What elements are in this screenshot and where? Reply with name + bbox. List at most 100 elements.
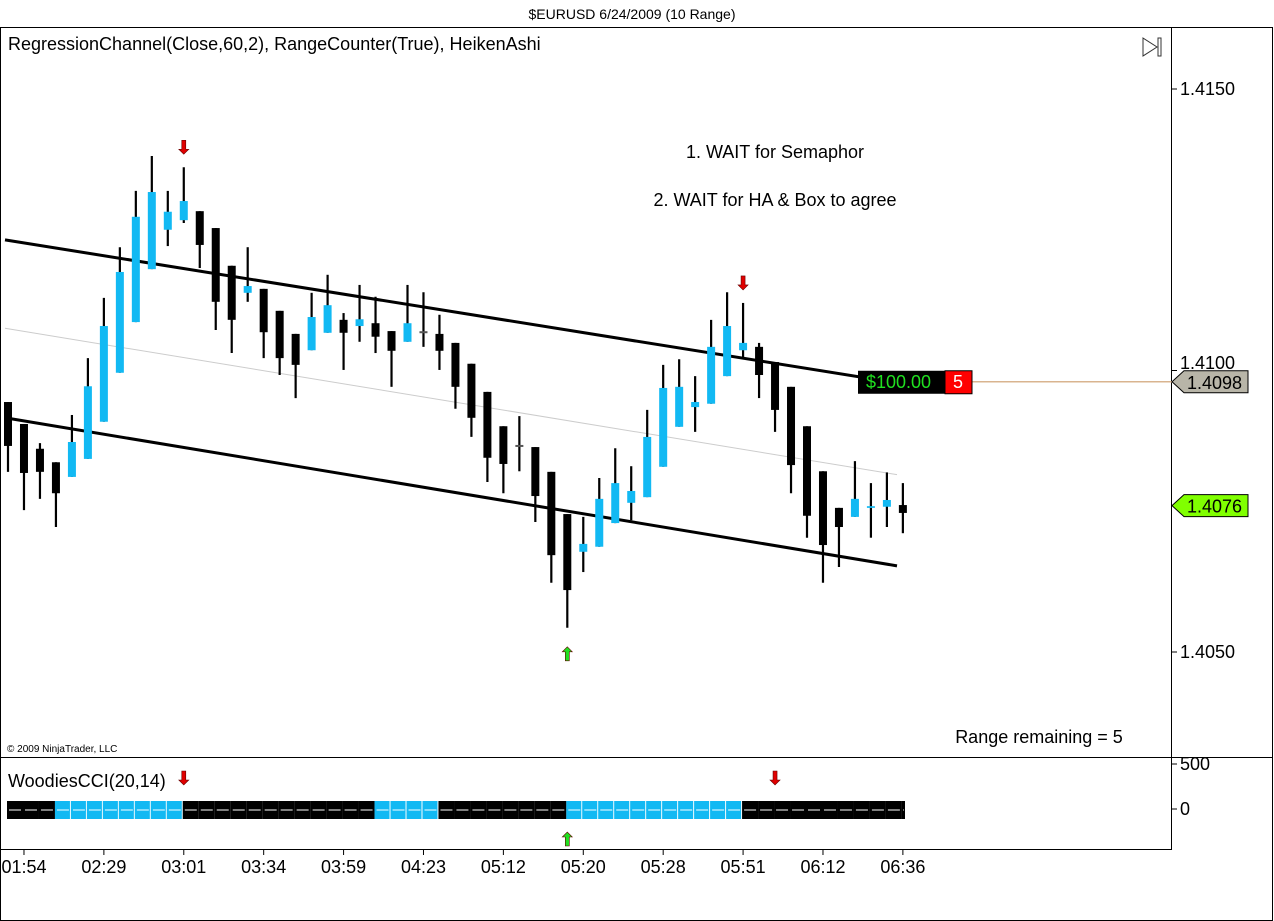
candle-body bbox=[403, 323, 412, 342]
cci-cell bbox=[598, 801, 615, 819]
cci-cell bbox=[390, 801, 407, 819]
candle bbox=[611, 448, 620, 524]
cci-cell bbox=[86, 801, 103, 819]
candle bbox=[211, 228, 220, 330]
candles bbox=[4, 155, 907, 628]
candle-body bbox=[291, 333, 300, 365]
time-tick-label: 05:51 bbox=[721, 857, 766, 877]
candle bbox=[435, 314, 444, 370]
candle-body bbox=[531, 447, 540, 497]
candle bbox=[563, 514, 572, 628]
cci-cell bbox=[582, 801, 599, 819]
cci-cell bbox=[150, 801, 167, 819]
cci-cell bbox=[118, 801, 135, 819]
cci-cell bbox=[534, 801, 551, 819]
candle bbox=[115, 247, 124, 373]
cci-cell bbox=[358, 801, 375, 819]
indicator-label: RegressionChannel(Close,60,2), RangeCoun… bbox=[8, 34, 541, 54]
candle bbox=[547, 471, 556, 583]
cci-cell bbox=[486, 801, 503, 819]
cci-cell bbox=[837, 801, 854, 819]
candle bbox=[451, 342, 460, 409]
candle-body bbox=[627, 490, 636, 503]
cci-cell bbox=[758, 801, 775, 819]
candle-body bbox=[147, 192, 156, 270]
cci-cell bbox=[422, 801, 439, 819]
candle bbox=[355, 284, 364, 342]
cci-cell bbox=[342, 801, 359, 819]
cci-cell bbox=[853, 801, 870, 819]
candle bbox=[882, 472, 891, 528]
time-tick-label: 03:01 bbox=[161, 857, 206, 877]
cci-cell bbox=[182, 801, 199, 819]
candle-body bbox=[834, 507, 843, 528]
pnl-bg bbox=[858, 370, 945, 394]
candle bbox=[850, 461, 859, 517]
candle bbox=[675, 359, 684, 427]
candle-body bbox=[259, 288, 268, 333]
time-tick-label: 06:12 bbox=[800, 857, 845, 877]
cci-cell bbox=[278, 801, 295, 819]
candle bbox=[259, 288, 268, 359]
candle bbox=[834, 507, 843, 567]
count-bg bbox=[944, 370, 973, 395]
price-tick-label: 1.4100 bbox=[1180, 353, 1235, 373]
candle bbox=[818, 471, 827, 583]
time-tick-label: 03:59 bbox=[321, 857, 366, 877]
cci-cell bbox=[246, 801, 263, 819]
candle-body bbox=[355, 319, 364, 327]
cci-cell bbox=[454, 801, 471, 819]
candle bbox=[419, 292, 428, 347]
candle-body bbox=[611, 483, 620, 524]
price-marker-bg bbox=[1171, 494, 1249, 518]
candle bbox=[627, 466, 636, 521]
candle-body bbox=[579, 543, 588, 552]
range-remaining: Range remaining = 5 bbox=[955, 727, 1123, 747]
candle bbox=[35, 443, 44, 499]
pnl-box: $100.00 5 bbox=[858, 370, 1172, 395]
candle bbox=[691, 376, 700, 432]
candle bbox=[643, 409, 652, 498]
candle bbox=[499, 426, 508, 494]
buy-arrow-icon bbox=[561, 646, 574, 662]
channel-middle-line bbox=[4, 327, 898, 476]
candle-body bbox=[131, 216, 140, 323]
cci-cell bbox=[806, 801, 822, 819]
candle bbox=[275, 310, 284, 376]
candle bbox=[99, 297, 108, 422]
price-marker: 1.4098 bbox=[1171, 370, 1249, 394]
cci-cell bbox=[901, 801, 905, 819]
candle-body bbox=[563, 514, 572, 591]
candle-body bbox=[882, 499, 891, 507]
cci-cell bbox=[470, 801, 487, 819]
candle bbox=[307, 292, 316, 351]
candle-body bbox=[211, 228, 220, 302]
pnl-count: 5 bbox=[953, 372, 963, 392]
time-tick-label: 05:20 bbox=[561, 857, 606, 877]
candle-body bbox=[850, 498, 859, 517]
candle-body bbox=[818, 471, 827, 546]
cci-cell bbox=[566, 801, 583, 819]
candle-body bbox=[83, 386, 92, 459]
candle bbox=[483, 391, 492, 482]
candle bbox=[83, 358, 92, 459]
candle-body bbox=[19, 423, 28, 473]
cci-cell bbox=[262, 801, 279, 819]
scroll-to-end-icon[interactable] bbox=[1142, 37, 1162, 57]
cci-cell bbox=[102, 801, 119, 819]
time-tick-label: 02:29 bbox=[81, 857, 126, 877]
candle bbox=[403, 284, 412, 342]
candle-body bbox=[739, 342, 748, 351]
candle-body bbox=[195, 211, 204, 245]
candle-body bbox=[643, 436, 652, 498]
candle bbox=[179, 167, 188, 223]
candle-body bbox=[723, 326, 732, 377]
cci-cell bbox=[869, 801, 886, 819]
cci-cell bbox=[22, 801, 39, 819]
candle-body bbox=[435, 333, 444, 351]
channel-lower-line bbox=[4, 416, 898, 568]
time-tick-label: 04:23 bbox=[401, 857, 446, 877]
candle bbox=[531, 447, 540, 522]
cci-cell bbox=[406, 801, 423, 819]
